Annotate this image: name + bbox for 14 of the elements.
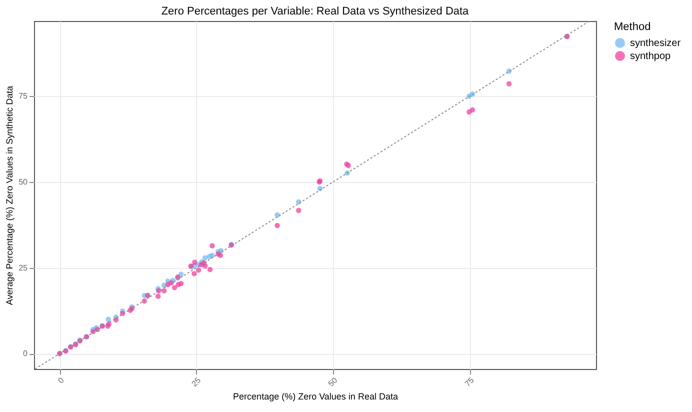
legend-title: Method	[614, 21, 651, 33]
x-tick-label: 25	[190, 375, 203, 388]
legend-label: synthpop	[630, 51, 672, 62]
x-tick-label: 75	[463, 375, 476, 388]
y-tick-label: 25	[18, 263, 28, 272]
y-tick-label: 0	[23, 349, 28, 358]
x-tick-label: 0	[56, 375, 66, 386]
y-axis-title: Average Percentage (%) Zero Values in Synthetic Data	[4, 86, 15, 306]
chart-title: Zero Percentages per Variable: Real Data vs Synthesized Data	[161, 6, 470, 18]
y-tick-label: 75	[18, 92, 28, 101]
x-tick-label: 50	[326, 375, 340, 388]
y-tick-label: 50	[18, 177, 28, 186]
x-axis-title: Percentage (%) Zero Values in Real Data	[233, 391, 398, 402]
legend-label: synthesizer	[630, 38, 682, 49]
